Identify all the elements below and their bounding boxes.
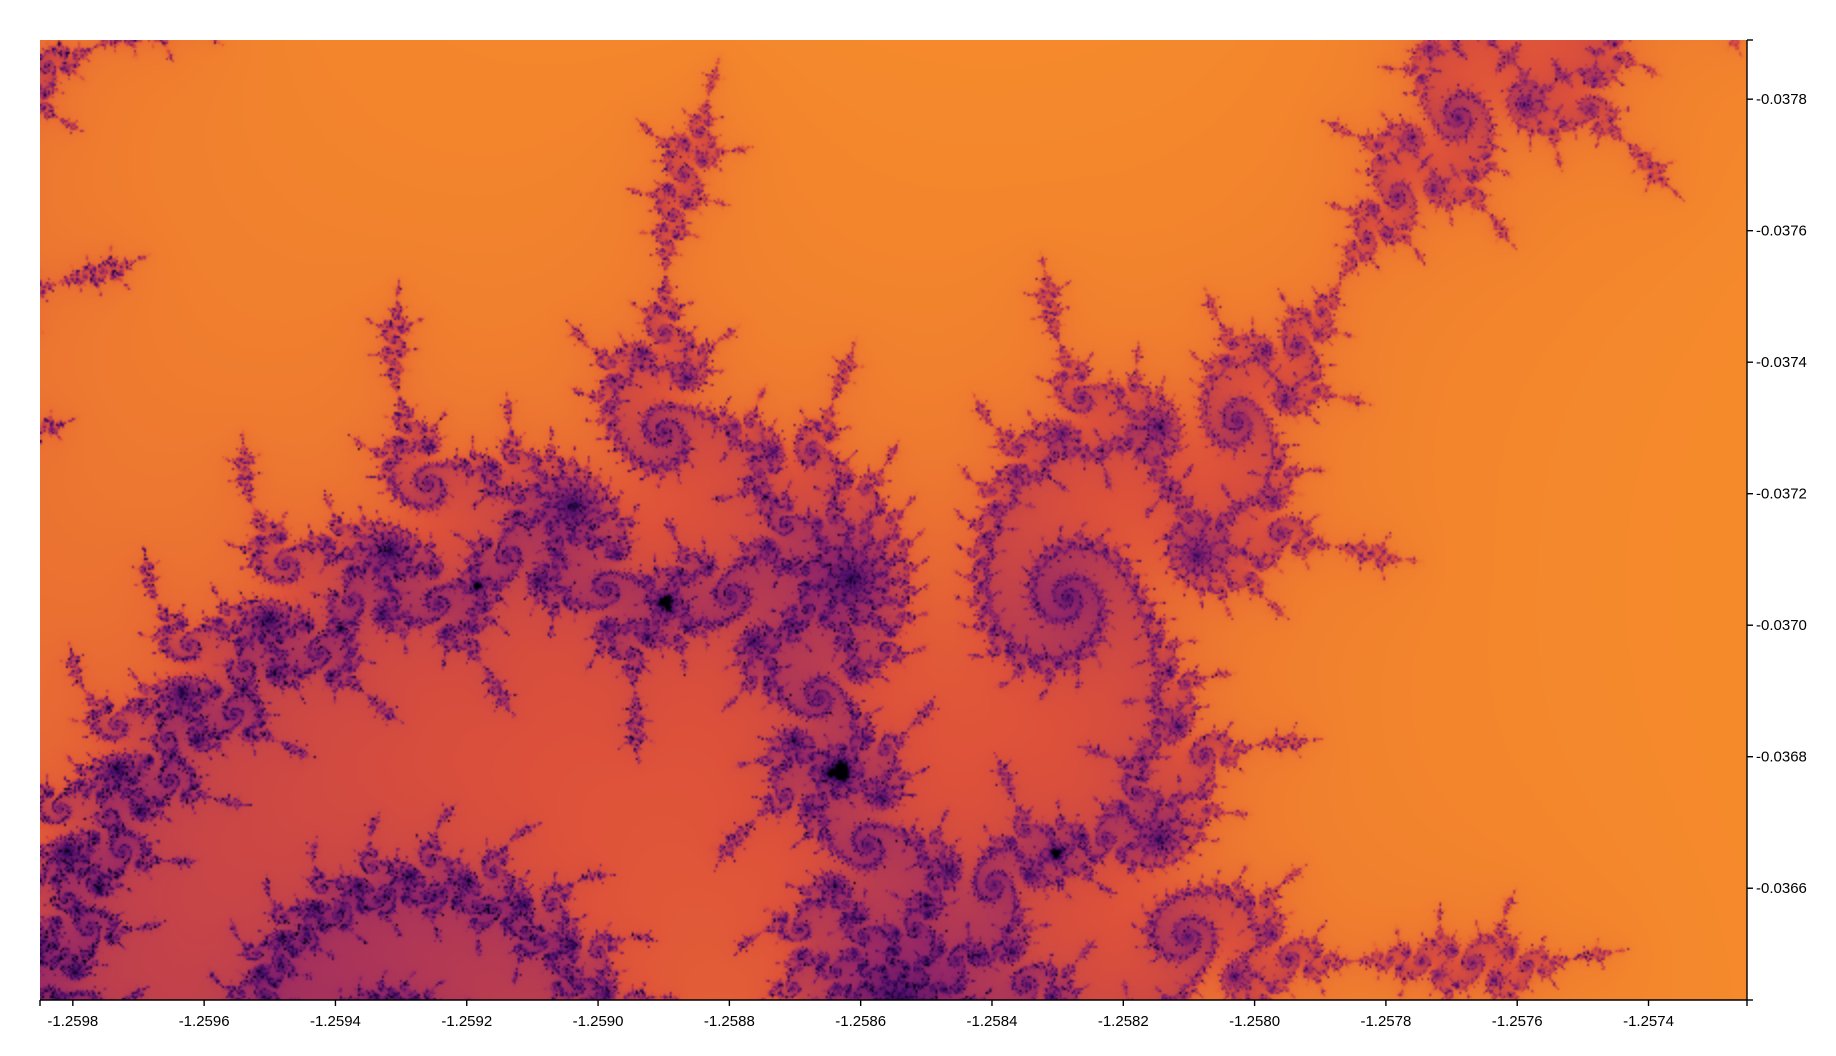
x-tick-label: -1.2590 bbox=[573, 1013, 624, 1030]
x-tick-label: -1.2578 bbox=[1360, 1013, 1411, 1030]
x-tick-label: -1.2592 bbox=[441, 1013, 492, 1030]
y-tick-label: -0.0372 bbox=[1756, 486, 1807, 503]
x-tick-label: -1.2588 bbox=[704, 1013, 755, 1030]
y-tick-label: -0.0374 bbox=[1756, 354, 1807, 371]
x-tick-label: -1.2586 bbox=[835, 1013, 886, 1030]
x-axis: -1.2598 -1.2596 -1.2594 -1.2592 -1.2590 -1.25… bbox=[39, 999, 1748, 1030]
x-tick-label: -1.2576 bbox=[1492, 1013, 1543, 1030]
x-tick-label: -1.2574 bbox=[1623, 1013, 1674, 1030]
fractal-heatmap bbox=[40, 40, 1747, 1000]
x-tick-label: -1.2584 bbox=[967, 1013, 1018, 1030]
x-tick-label: -1.2594 bbox=[310, 1013, 361, 1030]
y-tick-label: -0.0368 bbox=[1756, 749, 1807, 766]
y-tick-label: -0.0376 bbox=[1756, 223, 1807, 240]
y-axis: -0.0366 -0.0368 -0.0370 -0.0372 -0.0374 -0.03… bbox=[1746, 39, 1807, 1001]
y-tick-label: -0.0366 bbox=[1756, 880, 1807, 897]
x-tick-label: -1.2582 bbox=[1098, 1013, 1149, 1030]
y-tick-label: -0.0378 bbox=[1756, 91, 1807, 108]
x-tick-label: -1.2598 bbox=[47, 1013, 98, 1030]
x-tick-label: -1.2580 bbox=[1229, 1013, 1280, 1030]
x-tick-label: -1.2596 bbox=[179, 1013, 230, 1030]
y-tick-label: -0.0370 bbox=[1756, 617, 1807, 634]
